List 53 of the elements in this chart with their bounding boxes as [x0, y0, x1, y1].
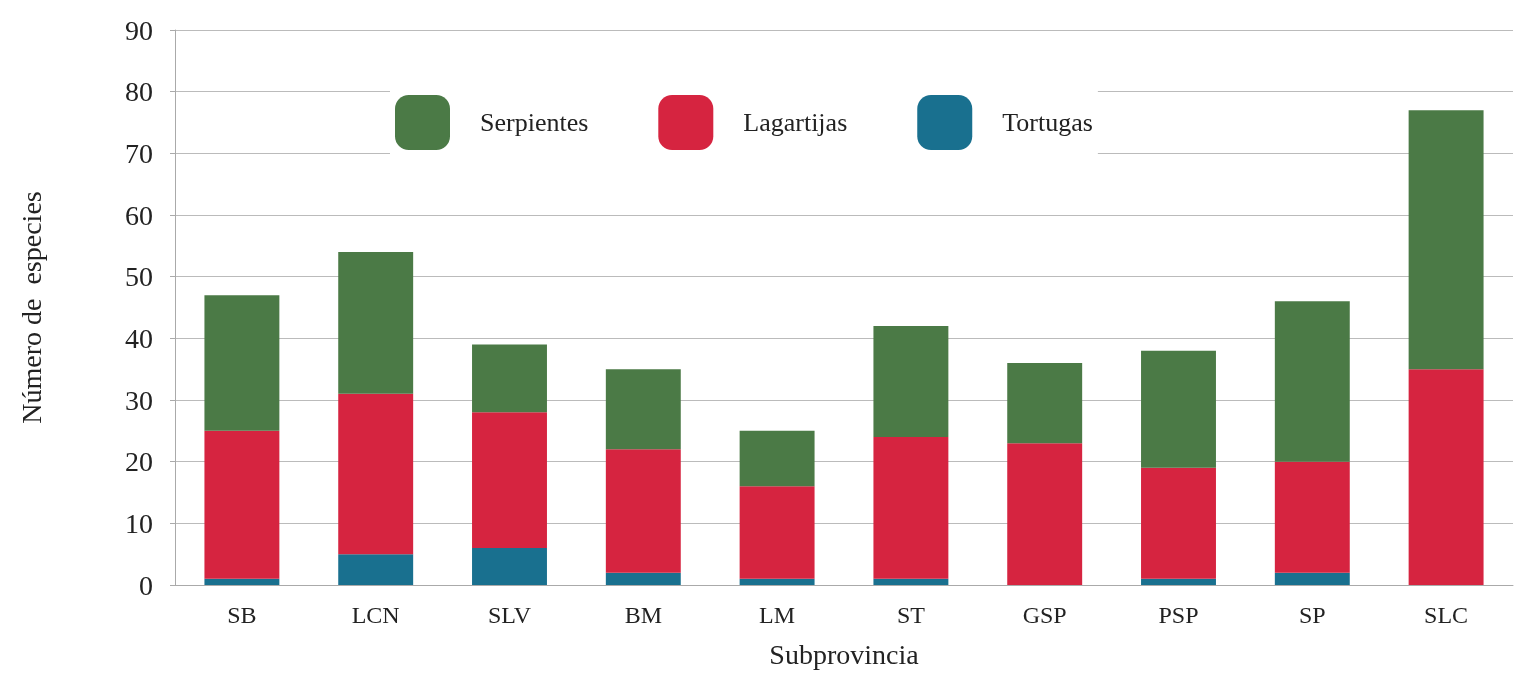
bar: [1408, 110, 1484, 370]
bar: [605, 572, 681, 585]
y-tick-label: 10: [125, 507, 153, 539]
bar: [1274, 572, 1350, 585]
bar: [739, 578, 815, 585]
bar: [873, 437, 949, 579]
x-tick-label: LM: [759, 602, 796, 628]
bar: [1141, 467, 1216, 579]
y-tick-label: 40: [125, 322, 153, 354]
bar: [472, 548, 547, 585]
bar: [605, 369, 681, 450]
bar: [1007, 363, 1083, 444]
x-tick-label: PSP: [1158, 602, 1199, 628]
bar: [472, 344, 547, 413]
bar: [1141, 350, 1216, 468]
x-tick-label: ST: [896, 602, 926, 628]
x-tick-label: GSP: [1022, 602, 1067, 628]
bar: [204, 430, 280, 579]
bar: [204, 578, 280, 585]
bar: [338, 393, 414, 555]
bar: [338, 252, 414, 394]
bar: [472, 412, 547, 548]
y-tick-label: 30: [125, 384, 153, 416]
bar: [204, 295, 280, 431]
x-tick-label: LCN: [351, 602, 400, 628]
bar: [739, 486, 815, 579]
y-tick-label: 60: [125, 199, 153, 231]
y-tick-label: 90: [125, 14, 153, 46]
x-tick-label: SB: [227, 602, 257, 628]
x-tick-label: BM: [624, 602, 662, 628]
x-tick-label: SLV: [487, 602, 532, 628]
y-tick-label: 70: [125, 137, 153, 169]
y-tick-label: 80: [125, 76, 153, 108]
y-axis-title: Número de especies: [15, 191, 47, 424]
bar: [739, 430, 815, 487]
legend-label: Lagartijas: [743, 108, 848, 137]
bar: [1274, 461, 1350, 573]
bar: [1274, 301, 1350, 462]
y-tick-label: 20: [125, 446, 153, 478]
x-tick-label: SP: [1298, 602, 1326, 628]
x-tick-label: SLC: [1424, 602, 1469, 628]
bar: [1007, 443, 1083, 585]
bar: [873, 326, 949, 437]
y-tick-label: 50: [125, 261, 153, 293]
legend-label: Serpientes: [480, 108, 589, 137]
bar: [1408, 369, 1484, 585]
bar: [338, 554, 414, 585]
bar: [873, 578, 949, 585]
legend-label: Tortugas: [1002, 108, 1093, 137]
bar: [605, 449, 681, 573]
x-axis-title: Subprovincia: [769, 638, 920, 670]
bar: [1141, 578, 1216, 585]
y-tick-label: 0: [139, 569, 153, 601]
